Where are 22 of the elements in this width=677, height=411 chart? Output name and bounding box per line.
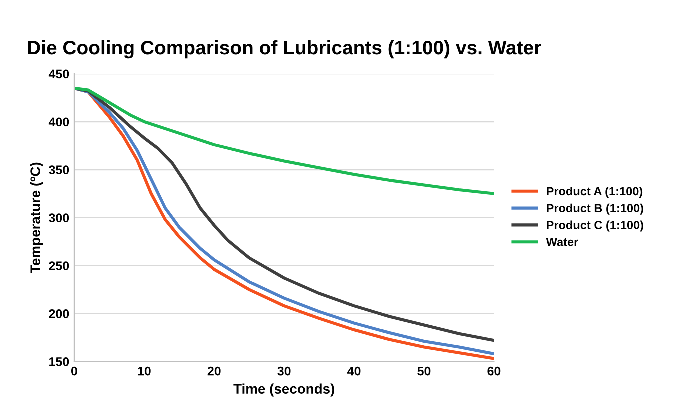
legend-label: Water xyxy=(546,238,578,246)
y-tick-label: 350 xyxy=(49,166,70,175)
y-tick-label: 250 xyxy=(49,262,70,270)
legend-label: Product C (1:100) xyxy=(547,220,644,232)
x-tick-label: 30 xyxy=(278,366,291,376)
x-tick-label: 0 xyxy=(71,366,78,376)
x-tick-label: 20 xyxy=(208,366,221,376)
y-tick-label: 450 xyxy=(48,70,70,79)
line-series xyxy=(74,86,494,196)
x-tick-label: 60 xyxy=(488,366,501,376)
y-axis-title: Temperature (ºC) xyxy=(30,162,44,274)
x-tick-label: 50 xyxy=(418,366,431,376)
legend-label: Product A (1:100) xyxy=(547,186,643,198)
x-axis-title: Time (seconds) xyxy=(234,384,334,397)
y-tick-label: 300 xyxy=(49,214,70,222)
chart-title: Die Cooling Comparison of Lubricants (1:100) vs. Water xyxy=(28,40,542,59)
x-tick-label: 10 xyxy=(138,366,151,376)
y-tick-label: 200 xyxy=(49,310,70,318)
x-tick-label: 40 xyxy=(348,366,361,376)
legend-label: Product B (1:100) xyxy=(547,204,644,215)
y-tick-label: 150 xyxy=(50,357,70,366)
y-tick-label: 400 xyxy=(48,118,70,127)
